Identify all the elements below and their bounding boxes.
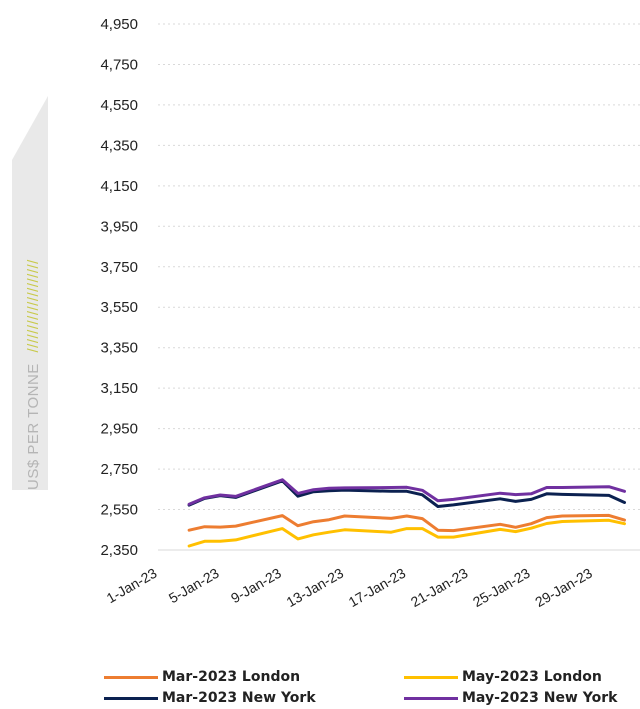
series-lines [189,480,624,546]
line-chart: US$ PER TONNE //////////////////// 4,950… [0,0,640,660]
y-axis-label-hatch: //////////////////// [25,259,42,353]
y-tick-label: 4,550 [100,97,138,114]
gridlines [158,24,640,510]
legend-swatch-mar-new-york [104,697,158,700]
x-tick-label: 25-Jan-23 [470,565,533,610]
y-tick-label: 3,750 [100,259,138,276]
legend-label-may-london: May-2023 London [462,669,602,685]
y-tick-label: 2,750 [100,461,138,478]
y-tick-label: 4,950 [100,16,138,33]
x-tick-label: 5-Jan-23 [166,565,222,607]
y-tick-label: 2,350 [100,542,138,559]
legend-label-mar-london: Mar-2023 London [162,669,300,685]
y-tick-label: 3,350 [100,340,138,357]
y-tick-label: 4,750 [100,56,138,73]
legend-item-may-london: May-2023 London [404,666,602,688]
x-tick-label: 9-Jan-23 [228,565,284,607]
x-tick-label: 21-Jan-23 [408,565,471,610]
y-axis-label-text: US$ PER TONNE [25,363,42,490]
legend-item-mar-new-york: Mar-2023 New York [104,687,316,709]
legend-label-mar-new-york: Mar-2023 New York [162,690,316,706]
x-tick-label: 13-Jan-23 [283,565,346,610]
y-tick-label: 2,550 [100,502,138,519]
y-axis-label-banner: US$ PER TONNE //////////////////// [12,96,48,490]
x-tick-labels: 1-Jan-23 5-Jan-23 9-Jan-23 13-Jan-23 17-Jan-… [104,565,595,610]
legend-item-mar-london: Mar-2023 London [104,666,300,688]
x-tick-label: 1-Jan-23 [104,565,160,607]
y-tick-label: 3,950 [100,218,138,235]
y-tick-label: 2,950 [100,421,138,438]
legend-swatch-may-new-york [404,697,458,700]
legend-swatch-mar-london [104,676,158,679]
legend-label-may-new-york: May-2023 New York [462,690,617,706]
y-tick-label: 4,350 [100,137,138,154]
x-tick-label: 17-Jan-23 [346,565,409,610]
series-line-may-2023-london [189,520,624,546]
legend-item-may-new-york: May-2023 New York [404,687,617,709]
y-tick-labels: 4,950 4,750 4,550 4,350 4,150 3,950 3,750 3,550… [100,16,138,559]
series-line-mar-2023-new-york [189,481,624,507]
legend-swatch-may-london [404,676,458,679]
y-tick-label: 4,150 [100,178,138,195]
legend: Mar-2023 London May-2023 London Mar-2023… [0,660,640,709]
y-tick-label: 3,550 [100,299,138,316]
y-axis-label: US$ PER TONNE //////////////////// [25,259,42,490]
y-tick-label: 3,150 [100,380,138,397]
x-tick-label: 29-Jan-23 [532,565,595,610]
